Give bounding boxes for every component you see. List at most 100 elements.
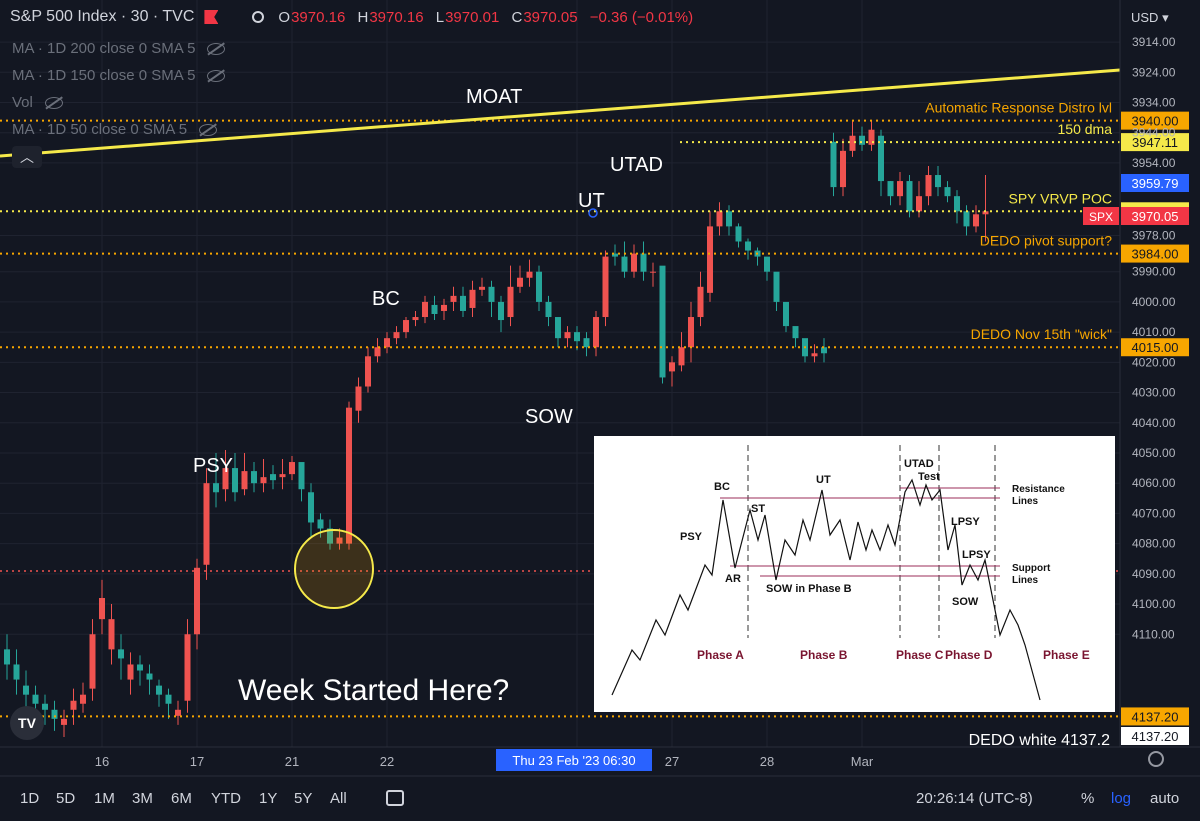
collapse-indicators-button[interactable]: ︿ [12, 146, 42, 168]
time-tick: 27 [665, 754, 679, 769]
timeframe-1y[interactable]: 1Y [259, 790, 278, 807]
candle-body [650, 271, 656, 273]
symbol-tag [1083, 207, 1119, 225]
flag-icon[interactable] [204, 10, 219, 24]
price-tick: 4020.00 [1132, 355, 1176, 369]
symbol-header: S&P 500 Index · 30 · TVC O3970.16 H3970.… [10, 8, 701, 26]
crosshair-label: Thu 23 Feb '23 06:30 [512, 753, 635, 768]
candle-body [175, 709, 181, 716]
candle-body [973, 214, 979, 227]
price-tick: 4110.00 [1132, 627, 1175, 641]
candle-body [70, 700, 77, 710]
percent-toggle[interactable]: % [1081, 790, 1095, 807]
candle-body [251, 471, 257, 484]
time-tick: 21 [285, 754, 299, 769]
candle-body [821, 347, 827, 354]
candle-body [498, 301, 504, 321]
candle-body [146, 673, 153, 680]
candle-body [412, 317, 419, 321]
time-tick: 28 [760, 754, 774, 769]
price-tick: 3990.00 [1132, 265, 1176, 279]
trendline-label: MOAT [466, 86, 522, 108]
timeframe-5y[interactable]: 5Y [294, 790, 313, 807]
candle-body [393, 332, 400, 339]
timeframe-1m[interactable]: 1M [94, 790, 115, 807]
candle-body [716, 211, 723, 227]
candle-body [916, 196, 922, 212]
price-tick: 3944.00 [1132, 126, 1176, 140]
timeframe-ytd[interactable]: YTD [211, 790, 241, 807]
candle-body [203, 483, 210, 565]
candle-body [830, 141, 837, 188]
hidden-eye-icon[interactable] [199, 123, 218, 136]
log-toggle[interactable]: log [1111, 790, 1132, 807]
candle-body [517, 277, 523, 287]
candle-body [232, 468, 238, 493]
wyckoff-annotation: UTAD [610, 154, 663, 176]
candle-body [89, 634, 96, 689]
candle-body [403, 320, 409, 333]
level-price-tag [1121, 707, 1189, 726]
price-tick: 3934.00 [1132, 96, 1176, 110]
timeframe-6m[interactable]: 6M [171, 790, 192, 807]
candle-body [23, 685, 29, 695]
hidden-eye-icon[interactable] [44, 96, 63, 109]
price-tag-red [1121, 207, 1189, 225]
candles [4, 120, 989, 737]
candle-body [374, 347, 381, 357]
indicator-ma-50[interactable]: MA · 1D 50 close 0 SMA 5 [12, 121, 218, 138]
candle-body [469, 289, 476, 308]
candle-body [811, 353, 818, 357]
inset-label: PSY [680, 531, 703, 543]
candle-body [108, 619, 115, 650]
price-tick: 4090.00 [1132, 567, 1176, 581]
inset-label: BC [714, 481, 730, 493]
candle-body [194, 567, 200, 635]
symbol-title[interactable]: S&P 500 Index · 30 · TVC [10, 8, 195, 25]
clock[interactable]: 20:26:14 (UTC-8) [916, 790, 1033, 807]
candle-body [726, 211, 732, 227]
calendar-icon[interactable] [386, 790, 404, 806]
candle-body [982, 211, 989, 215]
price-tick: 3924.00 [1132, 65, 1176, 79]
indicator-ma-150[interactable]: MA · 1D 150 close 0 SMA 5 [12, 67, 226, 84]
candle-body [536, 271, 542, 302]
ut-marker [588, 208, 598, 218]
time-scale: 16172122242728MarThu 23 Feb '23 06:30 [0, 746, 1200, 777]
change-value: −0.36 (−0.01%) [589, 8, 694, 26]
candle-body [317, 519, 324, 529]
inset-label: SOW in Phase B [766, 583, 852, 595]
timeframe-5d[interactable]: 5D [56, 790, 76, 807]
indicator-ma-200[interactable]: MA · 1D 200 close 0 SMA 5 [12, 40, 226, 57]
candle-body [156, 685, 162, 695]
candle-body [697, 286, 704, 318]
inset-label: Test [918, 471, 940, 483]
timeframe-all[interactable]: All [330, 790, 347, 807]
phase-label: Phase A [697, 648, 744, 662]
currency-selector[interactable]: USD ▾ [1131, 10, 1169, 25]
candle-body [260, 477, 267, 484]
settings-gear-icon[interactable] [1148, 751, 1164, 767]
hidden-eye-icon[interactable] [207, 42, 226, 55]
candle-body [51, 709, 58, 719]
timeframe-1d[interactable]: 1D [20, 790, 40, 807]
candle-body [612, 253, 618, 257]
candle-body [859, 135, 865, 145]
timeframe-3m[interactable]: 3M [132, 790, 153, 807]
candle-body [944, 187, 951, 197]
candle-body [564, 332, 571, 339]
indicator-volume[interactable]: Vol [12, 94, 63, 111]
level-price-text: 4137.20 [1132, 729, 1179, 744]
price-tick: 4060.00 [1132, 476, 1176, 490]
candle-body [32, 694, 39, 704]
wyckoff-annotation: SOW [525, 406, 573, 428]
inset-label: AR [725, 573, 741, 585]
candle-body [327, 528, 333, 544]
hidden-eye-icon[interactable] [207, 69, 226, 82]
candle-body [735, 226, 742, 242]
level-price-tag [1121, 338, 1189, 357]
auto-toggle[interactable]: auto [1150, 790, 1180, 807]
tradingview-logo[interactable]: TV [10, 706, 44, 740]
inset-label: LPSY [951, 516, 980, 528]
